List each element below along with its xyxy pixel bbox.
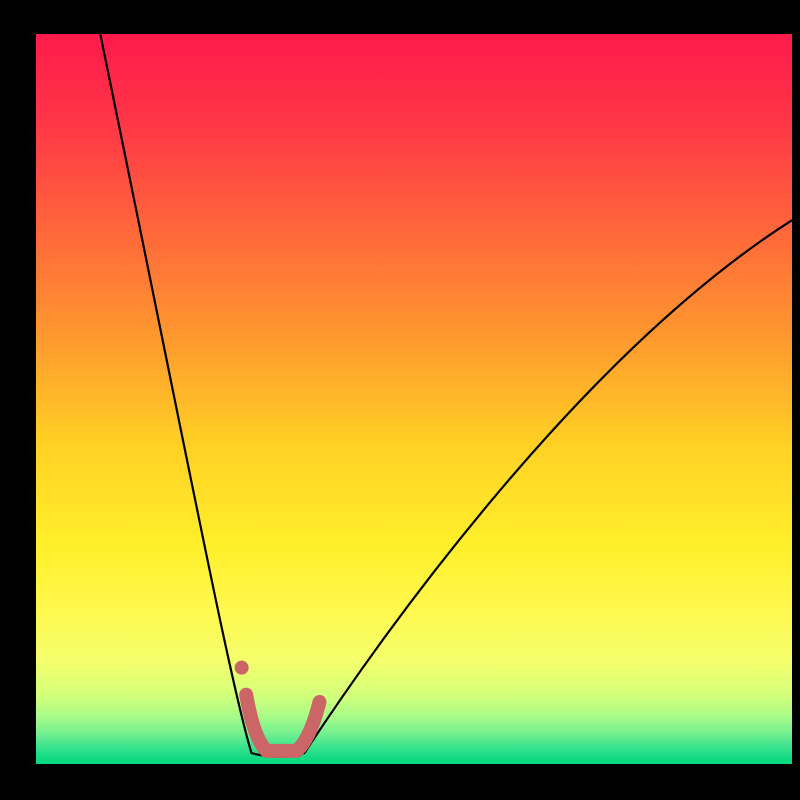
chart-svg	[0, 0, 800, 800]
plot-background	[36, 34, 792, 764]
chart-container: TheBottleneck.com	[0, 0, 800, 800]
highlight-dot	[235, 661, 249, 675]
